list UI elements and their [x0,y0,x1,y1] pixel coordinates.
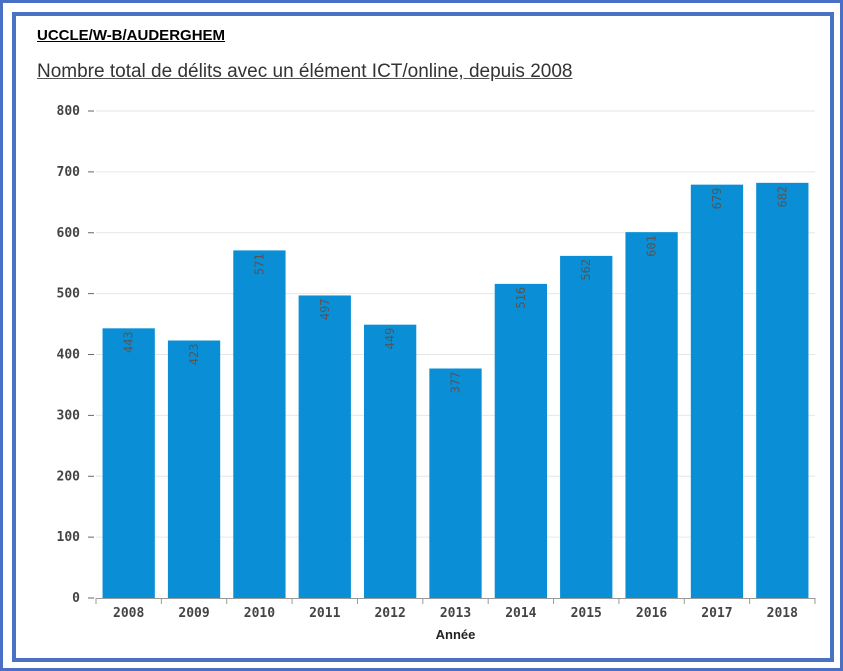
region-heading: UCCLE/W-B/AUDERGHEM [37,27,226,44]
data-label-2009: 423 [187,343,201,365]
data-label-2010: 571 [252,253,266,275]
bar-2010 [233,250,286,598]
data-label-2011: 497 [318,298,332,320]
x-tick-label-2016: 2016 [636,606,667,621]
y-tick-label: 100 [57,530,81,545]
x-tick-label-2014: 2014 [505,606,536,621]
x-axis-title: Année [436,627,476,642]
bar-2013 [429,368,482,598]
data-label-2015: 562 [579,259,593,281]
bar-2016 [625,232,678,599]
data-label-2014: 516 [514,287,528,309]
bar-2011 [298,295,351,598]
x-tick-label-2009: 2009 [178,606,209,621]
x-tick-label-2010: 2010 [244,606,275,621]
data-label-2012: 449 [383,328,397,350]
x-tick-label-2011: 2011 [309,606,340,621]
x-tick-label-2008: 2008 [113,606,144,621]
y-tick-label: 200 [57,469,81,484]
y-tick-label: 500 [57,287,81,302]
x-tick-label-2012: 2012 [374,606,405,621]
y-tick-label: 800 [57,104,81,119]
data-label-2016: 601 [645,235,659,257]
y-tick-label: 400 [57,348,81,363]
bar-2015 [560,255,613,598]
axes: 0 100 200 300 400 500 600 700 800 2008 2009 2010 201… [57,104,816,621]
y-tick-label: 300 [57,408,81,423]
data-labels: 443 423 571 497 449 377 516 562 601 679 682 [122,186,790,393]
data-label-2013: 377 [449,372,463,394]
bar-2012 [363,324,417,598]
x-tick-label-2017: 2017 [701,606,732,621]
bars [102,182,809,599]
bar-2014 [494,283,548,598]
bar-2018 [756,182,809,598]
bar-2017 [690,184,744,598]
data-label-2017: 679 [710,188,724,210]
data-label-2008: 443 [122,331,136,353]
y-tick-label: 0 [72,591,80,606]
data-label-2018: 682 [775,186,789,208]
x-tick-label-2013: 2013 [440,606,471,621]
bar-2008 [102,328,155,598]
inner-frame [12,12,834,662]
x-tick-label-2018: 2018 [767,606,798,621]
y-tick-label: 600 [57,226,81,241]
y-tick-label: 700 [57,165,81,180]
chart-title: Nombre total de délits avec un élément I… [37,61,573,82]
bar-2009 [167,340,221,598]
x-tick-label-2015: 2015 [571,606,602,621]
